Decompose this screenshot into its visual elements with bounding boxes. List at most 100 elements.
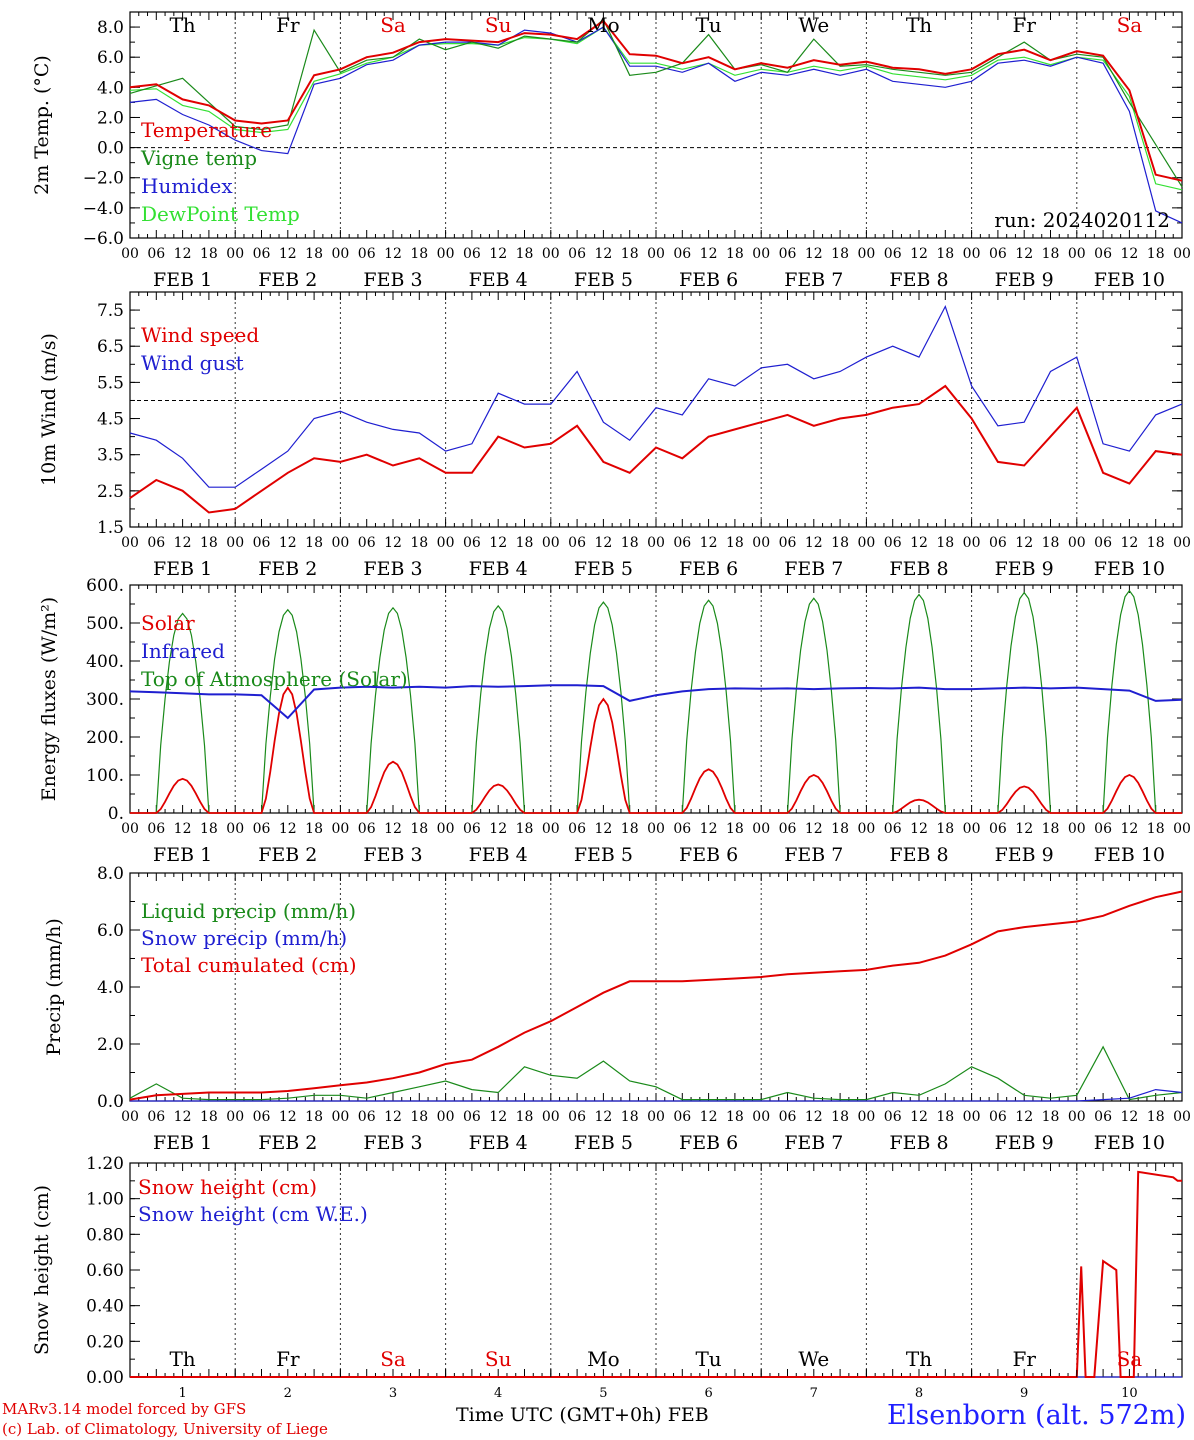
hour-tick-label: 06 [779,1109,797,1125]
y-tick-label: 7.5 [97,301,124,321]
model-credit: MARv3.14 model forced by GFS [2,1400,247,1418]
run-label: run: 2024020112 [994,208,1170,232]
hour-tick-label: 00 [542,821,560,837]
hour-tick-label: 12 [805,1109,823,1125]
day-number-label: 7 [810,1386,818,1401]
hour-tick-label: 12 [594,246,612,262]
hour-tick-label: 06 [884,246,902,262]
hour-tick-label: 12 [910,821,928,837]
date-label: FEB 3 [363,1132,422,1154]
y-tick-label: 0.0 [97,1092,124,1112]
hour-tick-label: 18 [726,535,744,551]
hour-tick-label: 18 [1042,821,1060,837]
hour-tick-label: 18 [621,821,639,837]
weekday-label: Th [906,13,932,37]
y-tick-label: 4.0 [97,78,124,98]
day-number-label: 10 [1121,1386,1138,1401]
weekday-label: Th [906,1347,932,1371]
hour-tick-label: 06 [1094,821,1112,837]
hour-tick-label: 18 [831,246,849,262]
y-tick-label: 500. [86,614,124,634]
day-number-label: 9 [1020,1386,1028,1401]
hour-tick-label: 18 [410,535,428,551]
hour-tick-label: 18 [410,246,428,262]
hour-tick-label: 06 [253,1109,271,1125]
hour-tick-label: 18 [305,821,323,837]
hour-tick-label: 18 [726,1109,744,1125]
legend-entry: Solar [141,611,195,635]
hour-tick-label: 06 [989,821,1007,837]
y-tick-label: 0.20 [86,1332,124,1352]
hour-tick-label: 06 [253,535,271,551]
date-label: FEB 1 [153,558,212,580]
date-label: FEB 5 [574,269,633,291]
hour-tick-label: 12 [489,246,507,262]
hour-tick-label: 12 [594,1109,612,1125]
weekday-label: Fr [276,1347,300,1371]
hour-tick-label: 00 [437,821,455,837]
hour-tick-label: 12 [700,821,718,837]
hour-tick-label: 00 [331,1109,349,1125]
y-tick-label: −6.0 [83,229,124,249]
series-line-infrared [129,684,1183,720]
hour-tick-label: 12 [279,821,297,837]
hour-tick-label: 06 [463,246,481,262]
hour-tick-label: 18 [936,1109,954,1125]
hour-tick-label: 06 [147,821,165,837]
hour-tick-label: 12 [594,821,612,837]
date-label: FEB 3 [363,269,422,291]
y-axis-label: 2m Temp. (°C) [31,55,53,195]
day-number-label: 5 [599,1386,607,1401]
day-number-label: 1 [178,1386,186,1401]
weekday-label: Su [485,1347,512,1371]
hour-tick-label: 06 [358,246,376,262]
hour-tick-label: 12 [1015,246,1033,262]
hour-tick-label: 12 [805,821,823,837]
hour-tick-label: 12 [1015,1109,1033,1125]
y-tick-label: 2.0 [97,108,124,128]
hour-tick-label: 06 [673,246,691,262]
hour-tick-label: 18 [200,535,218,551]
weekday-label: Fr [1012,1347,1036,1371]
day-number-label: 8 [915,1386,923,1401]
hour-tick-label: 12 [174,821,192,837]
hour-tick-label: 00 [437,246,455,262]
hour-tick-label: 18 [1147,1109,1165,1125]
date-label: FEB 10 [1094,844,1165,866]
legend-entry: Infrared [141,639,225,663]
hour-tick-label: 12 [700,1109,718,1125]
legend-entry: Vigne temp [140,146,257,170]
hour-tick-label: 00 [752,246,770,262]
legend-entry: Liquid precip (mm/h) [141,899,356,923]
y-tick-label: 0.60 [86,1261,124,1281]
hour-tick-label: 12 [489,535,507,551]
hour-tick-label: 12 [279,1109,297,1125]
day-number-label: 3 [389,1386,397,1401]
legend-entry: Humidex [141,174,233,198]
hour-tick-label: 12 [700,246,718,262]
hour-tick-label: 06 [253,821,271,837]
hour-tick-label: 00 [121,246,139,262]
weekday-label: Tu [695,13,721,37]
hour-tick-label: 12 [174,535,192,551]
hour-tick-label: 06 [884,1109,902,1125]
hour-tick-label: 18 [305,246,323,262]
date-label: FEB 3 [363,558,422,580]
hour-tick-label: 18 [1042,246,1060,262]
hour-tick-label: 06 [884,535,902,551]
hour-tick-label: 00 [963,821,981,837]
y-tick-label: 100. [86,766,124,786]
hour-tick-label: 00 [121,535,139,551]
hour-tick-label: 00 [1068,535,1086,551]
weekday-label: Sa [1117,1347,1143,1371]
date-label: FEB 3 [363,844,422,866]
date-label: FEB 2 [258,558,317,580]
hour-tick-label: 06 [673,821,691,837]
hour-tick-label: 18 [831,1109,849,1125]
date-label: FEB 4 [469,269,528,291]
date-label: FEB 4 [469,1132,528,1154]
hour-tick-label: 18 [516,1109,534,1125]
y-tick-label: 0.0 [97,139,124,159]
hour-tick-label: 00 [857,821,875,837]
